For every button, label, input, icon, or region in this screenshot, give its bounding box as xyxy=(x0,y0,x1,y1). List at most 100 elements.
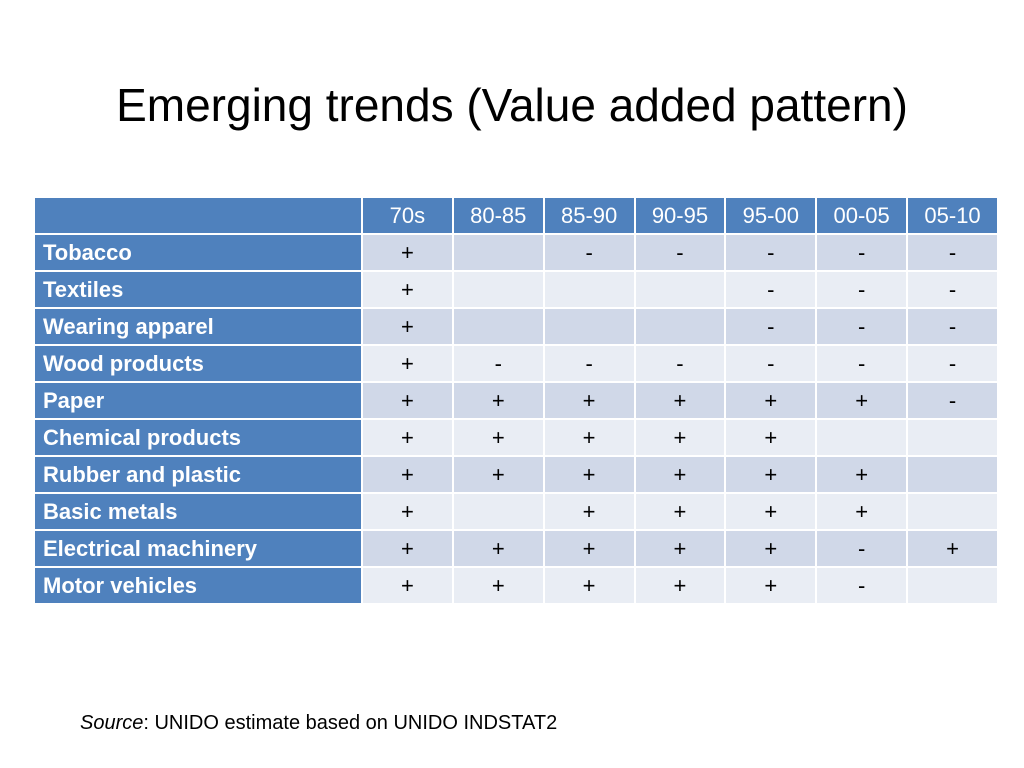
table-cell: + xyxy=(361,307,454,346)
slide-title: Emerging trends (Value added pattern) xyxy=(116,79,908,131)
table-cell: + xyxy=(906,529,999,568)
table-cell: - xyxy=(815,344,909,383)
table-cell: + xyxy=(451,529,545,568)
table-cell: + xyxy=(361,418,454,457)
table-row: Tobacco + - - - - - xyxy=(33,233,999,272)
table-cell: - xyxy=(542,344,636,383)
row-label: Textiles xyxy=(33,270,363,309)
table-cell xyxy=(542,307,636,346)
table-row: Wearing apparel + - - - xyxy=(33,307,999,346)
table-cell: + xyxy=(542,566,636,605)
table-cell: + xyxy=(451,566,545,605)
table-cell: + xyxy=(542,455,636,494)
table-cell xyxy=(906,492,999,531)
row-label: Chemical products xyxy=(33,418,363,457)
table-row: Textiles + - - - xyxy=(33,270,999,309)
table-cell: + xyxy=(542,381,636,420)
table-row: Motor vehicles + + + + + - xyxy=(33,566,999,605)
table-cell: + xyxy=(633,418,727,457)
table-cell: + xyxy=(815,492,909,531)
table-cell: + xyxy=(724,566,818,605)
table-cell xyxy=(815,418,909,457)
table-cell: - xyxy=(724,307,818,346)
table-cell xyxy=(633,307,727,346)
table-row: Chemical products + + + + + xyxy=(33,418,999,457)
table-cell: - xyxy=(906,344,999,383)
row-label: Electrical machinery xyxy=(33,529,363,568)
table-cell xyxy=(542,270,636,309)
table-row: Basic metals + + + + + xyxy=(33,492,999,531)
table-cell: + xyxy=(633,381,727,420)
table-cell: + xyxy=(724,418,818,457)
table-cell: + xyxy=(451,455,545,494)
table-cell: + xyxy=(361,233,454,272)
table-cell: + xyxy=(633,566,727,605)
table-cell: - xyxy=(906,233,999,272)
table-cell: - xyxy=(633,344,727,383)
table-cell xyxy=(451,307,545,346)
table-cell: + xyxy=(451,418,545,457)
table-cell: - xyxy=(633,233,727,272)
table-cell xyxy=(906,566,999,605)
table-header-row: 70s 80-85 85-90 90-95 95-00 00-05 05-10 xyxy=(33,196,999,235)
column-header: 95-00 xyxy=(724,196,818,235)
table-cell: - xyxy=(815,270,909,309)
table-cell: + xyxy=(361,492,454,531)
row-label: Motor vehicles xyxy=(33,566,363,605)
table-cell: + xyxy=(633,455,727,494)
table-row: Paper + + + + + + - xyxy=(33,381,999,420)
table-cell: - xyxy=(906,381,999,420)
table-cell: + xyxy=(724,455,818,494)
column-header: 70s xyxy=(361,196,454,235)
table-row: Electrical machinery + + + + + - + xyxy=(33,529,999,568)
table-cell: - xyxy=(724,344,818,383)
table-cell xyxy=(906,455,999,494)
column-header: 85-90 xyxy=(542,196,636,235)
table-corner-cell xyxy=(33,196,363,235)
table-cell xyxy=(451,492,545,531)
value-added-table-container: 70s 80-85 85-90 90-95 95-00 00-05 05-10 Tobacc… xyxy=(33,196,999,605)
table-cell: - xyxy=(815,233,909,272)
column-header: 80-85 xyxy=(451,196,545,235)
row-label: Rubber and plastic xyxy=(33,455,363,494)
table-cell: + xyxy=(724,529,818,568)
table-cell: - xyxy=(724,270,818,309)
table-cell xyxy=(633,270,727,309)
table-cell: - xyxy=(815,529,909,568)
row-label: Wearing apparel xyxy=(33,307,363,346)
source-text: : UNIDO estimate based on UNIDO INDSTAT2 xyxy=(143,712,558,734)
table-cell: + xyxy=(361,455,454,494)
table-cell: + xyxy=(724,381,818,420)
table-cell: + xyxy=(633,529,727,568)
table-cell: + xyxy=(633,492,727,531)
row-label: Paper xyxy=(33,381,363,420)
row-label: Tobacco xyxy=(33,233,363,272)
source-note: Source: UNIDO estimate based on UNIDO IN… xyxy=(80,712,557,735)
column-header: 05-10 xyxy=(906,196,999,235)
table-cell: + xyxy=(542,529,636,568)
table-cell: + xyxy=(451,381,545,420)
source-label: Source xyxy=(80,712,144,734)
table-cell xyxy=(451,233,545,272)
table-cell: + xyxy=(361,344,454,383)
table-cell: - xyxy=(724,233,818,272)
table-cell: - xyxy=(906,270,999,309)
column-header: 00-05 xyxy=(815,196,909,235)
table-cell: + xyxy=(815,381,909,420)
table-cell: - xyxy=(451,344,545,383)
table-cell: - xyxy=(815,566,909,605)
row-label: Wood products xyxy=(33,344,363,383)
table-row: Rubber and plastic + + + + + + xyxy=(33,455,999,494)
table-cell: + xyxy=(724,492,818,531)
table-body: Tobacco + - - - - - Textiles + - - - Wearing apparel… xyxy=(33,233,999,605)
table-cell: + xyxy=(542,492,636,531)
table-cell xyxy=(451,270,545,309)
table-cell: - xyxy=(906,307,999,346)
table-cell: + xyxy=(815,455,909,494)
value-added-table: 70s 80-85 85-90 90-95 95-00 00-05 05-10 Tobacc… xyxy=(33,196,999,605)
table-cell: + xyxy=(361,381,454,420)
table-cell: + xyxy=(361,566,454,605)
table-row: Wood products + - - - - - - xyxy=(33,344,999,383)
table-cell: + xyxy=(361,529,454,568)
table-cell: - xyxy=(542,233,636,272)
